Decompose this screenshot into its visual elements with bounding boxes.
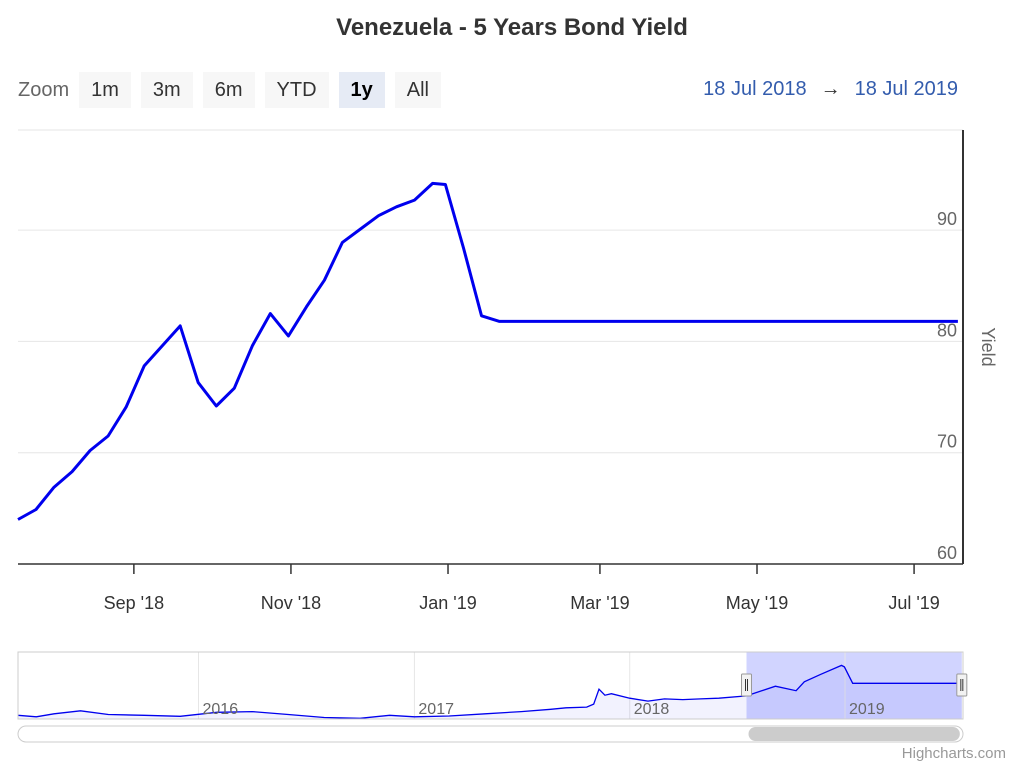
navigator-line [17,664,962,719]
credits-link[interactable]: Highcharts.com [901,745,1006,762]
grid-lines [18,129,963,454]
zoom-label: Zoom [18,78,70,101]
x-tick-label: Jan '19 [419,593,476,613]
range-from-input[interactable]: 18 Jul 2018 [703,78,807,100]
navigator-labels: 2016 2017 2018 2019 [203,701,885,718]
chart-title: Venezuela - 5 Years Bond Yield [336,14,688,41]
x-tick-label: Jul '19 [888,593,939,613]
y-tick-label: 60 [937,543,957,563]
y-tick-label: 90 [937,209,957,229]
navigator-year-label: 2019 [849,701,885,718]
zoom-button-all[interactable]: All [394,72,441,108]
x-axis-ticks: Sep '18 Nov '18 Jan '19 Mar '19 May '19 Jul '… [104,564,940,613]
scrollbar-thumb[interactable] [748,727,960,741]
zoom-bar: Zoom 1m 3m 6m YTD 1y All [18,72,451,108]
series-line[interactable] [17,181,958,521]
navigator-selection[interactable] [746,652,962,719]
navigator[interactable]: 2016 2017 2018 2019 [17,651,968,720]
x-tick-label: May '19 [726,593,788,613]
date-range-display: 18 Jul 2018 → 18 Jul 2019 [703,78,958,101]
zoom-button-1y[interactable]: 1y [338,72,385,108]
y-axis-title: Yield [978,327,998,366]
zoom-button-6m[interactable]: 6m [202,72,255,108]
zoom-button-1m[interactable]: 1m [79,72,131,108]
navigator-grid [198,652,846,719]
navigator-handle-left[interactable] [741,673,753,697]
navigator-area [18,665,962,719]
scrollbar-track[interactable] [17,725,964,743]
y-axis-ticks: 60 70 80 90 [937,209,957,563]
navigator-handle-right[interactable] [956,673,968,697]
navigator-year-label: 2016 [203,701,239,718]
y-tick-label: 70 [937,432,957,452]
x-tick-label: Mar '19 [570,593,629,613]
y-tick-label: 80 [937,320,957,340]
x-tick-label: Sep '18 [104,593,165,613]
zoom-button-ytd[interactable]: YTD [264,72,329,108]
navigator-year-label: 2018 [634,701,670,718]
range-arrow: → [820,78,841,100]
navigator-year-label: 2017 [418,701,454,718]
x-tick-label: Nov '18 [261,593,321,613]
range-to-input[interactable]: 18 Jul 2019 [854,78,958,100]
zoom-button-3m[interactable]: 3m [140,72,193,108]
